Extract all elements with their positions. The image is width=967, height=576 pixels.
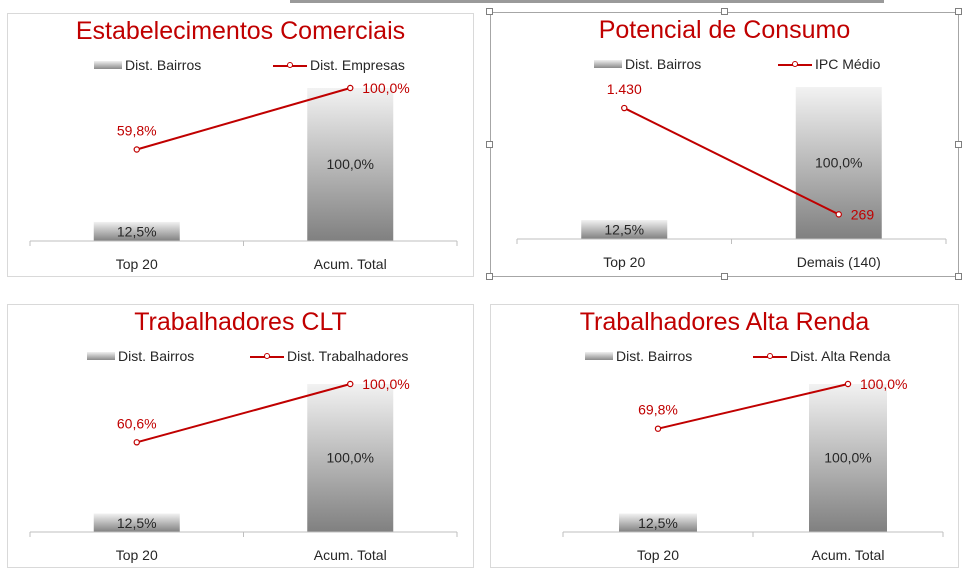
legend-line-swatch	[778, 59, 812, 69]
legend-item-bar: Dist. Bairros	[585, 348, 692, 364]
chart-panel-potencial-consumo[interactable]: Potencial de Consumo Dist. Bairros IPC M…	[490, 12, 959, 277]
legend-item-line: Dist. Empresas	[273, 57, 405, 73]
legend-item-line: Dist. Alta Renda	[753, 348, 890, 364]
line-point-2	[835, 211, 842, 218]
category-label: Demais (140)	[797, 254, 881, 270]
category-label: Top 20	[116, 256, 158, 272]
legend-bar-swatch	[594, 60, 622, 68]
series-line	[623, 107, 840, 216]
chart-panel-estabelecimentos[interactable]: Estabelecimentos Comerciais Dist. Bairro…	[7, 13, 474, 277]
line-point-1	[133, 146, 140, 153]
chart-plot-svg: 12,5% 100,0% Top 20 Demais (140) 1.430 269	[516, 81, 947, 270]
legend-bar-label: Dist. Bairros	[616, 348, 693, 364]
resize-handle-top-right[interactable]	[955, 8, 962, 15]
bar-1	[93, 513, 180, 532]
chart-plot-svg: 12,5% 100,0% Top 20 Acum. Total 60,6% 100,0%	[29, 376, 458, 563]
chart-title: Estabelecimentos Comerciais	[75, 17, 406, 45]
line-point-2	[844, 380, 852, 388]
legend-line-label: Dist. Trabalhadores	[287, 348, 409, 364]
legend-item-bar: Dist. Bairros	[594, 56, 701, 72]
legend-item-line: Dist. Trabalhadores	[250, 348, 408, 364]
resize-handle-top[interactable]	[721, 8, 728, 15]
category-label: Acum. Total	[314, 547, 387, 563]
line-data-label: 100,0%	[362, 80, 409, 96]
category-label: Acum. Total	[812, 547, 885, 563]
chart-title: Trabalhadores CLT	[134, 308, 347, 336]
legend-line-label: Dist. Empresas	[310, 57, 405, 73]
bar-data-label: 12,5%	[117, 223, 157, 239]
resize-handle-bottom-left[interactable]	[486, 273, 493, 280]
chart-legend: Dist. Bairros Dist. Empresas	[8, 57, 473, 75]
line-point-1	[654, 425, 662, 432]
category-label: Top 20	[603, 254, 645, 270]
bar-data-label: 100,0%	[824, 449, 871, 465]
resize-handle-right[interactable]	[955, 141, 962, 148]
legend-line-swatch	[273, 60, 307, 70]
bar-data-label: 12,5%	[604, 222, 644, 238]
chart-legend: Dist. Bairros Dist. Trabalhadores	[8, 348, 473, 366]
line-point-2	[347, 380, 354, 388]
legend-bar-label: Dist. Bairros	[125, 57, 202, 73]
category-label: Acum. Total	[314, 256, 387, 272]
series-line	[136, 87, 351, 151]
chart-plot-svg: 12,5% 100,0% Top 20 Acum. Total 59,8% 100,0%	[29, 80, 458, 272]
chart-panel-trabalhadores-clt[interactable]: Trabalhadores CLT Dist. Bairros Dist. Tr…	[7, 304, 474, 568]
line-data-label: 59,8%	[117, 123, 157, 139]
line-data-label: 69,8%	[638, 402, 678, 418]
legend-bar-label: Dist. Bairros	[118, 348, 195, 364]
legend-bar-label: Dist. Bairros	[625, 56, 702, 72]
resize-handle-bottom-right[interactable]	[955, 273, 962, 280]
resize-handle-top-left[interactable]	[486, 8, 493, 15]
bar-data-label: 100,0%	[327, 156, 374, 172]
legend-bar-swatch	[94, 61, 122, 69]
resize-handle-bottom[interactable]	[721, 273, 728, 280]
line-data-label: 100,0%	[362, 376, 409, 392]
bar-2	[809, 384, 887, 532]
bar-2	[307, 384, 394, 532]
resize-handle-left[interactable]	[486, 141, 493, 148]
bar-1	[93, 221, 180, 241]
toolbar-edge	[290, 0, 884, 3]
chart-panel-alta-renda[interactable]: Trabalhadores Alta Renda Dist. Bairros D…	[490, 304, 959, 568]
series-line	[136, 383, 351, 444]
legend-line-swatch	[250, 351, 284, 361]
legend-item-line: IPC Médio	[778, 56, 880, 72]
category-label: Top 20	[116, 547, 158, 563]
bar-data-label: 12,5%	[638, 515, 678, 531]
legend-line-swatch	[753, 351, 787, 361]
line-point-1	[133, 439, 140, 446]
series-line	[657, 383, 849, 430]
bar-data-label: 12,5%	[117, 515, 157, 531]
chart-legend: Dist. Bairros Dist. Alta Renda	[491, 348, 958, 366]
legend-line-label: IPC Médio	[815, 56, 881, 72]
line-data-label: 269	[851, 206, 875, 222]
line-point-2	[347, 84, 354, 92]
chart-plot-svg: 12,5% 100,0% Top 20 Acum. Total 69,8% 100,0%	[562, 376, 944, 563]
legend-item-bar: Dist. Bairros	[94, 57, 201, 73]
bar-data-label: 100,0%	[327, 449, 374, 465]
line-data-label: 1.430	[607, 81, 642, 97]
legend-item-bar: Dist. Bairros	[87, 348, 194, 364]
bar-1	[581, 220, 668, 239]
legend-bar-swatch	[585, 352, 613, 360]
bar-data-label: 100,0%	[815, 155, 862, 171]
chart-legend: Dist. Bairros IPC Médio	[491, 56, 958, 74]
chart-title: Potencial de Consumo	[598, 16, 851, 44]
line-data-label: 100,0%	[860, 376, 907, 392]
legend-bar-swatch	[87, 352, 115, 360]
category-label: Top 20	[637, 547, 679, 563]
legend-line-label: Dist. Alta Renda	[790, 348, 891, 364]
chart-title: Trabalhadores Alta Renda	[579, 308, 870, 336]
bar-2	[307, 88, 394, 241]
line-point-1	[621, 104, 628, 112]
bar-1	[619, 513, 697, 532]
line-data-label: 60,6%	[117, 415, 157, 431]
